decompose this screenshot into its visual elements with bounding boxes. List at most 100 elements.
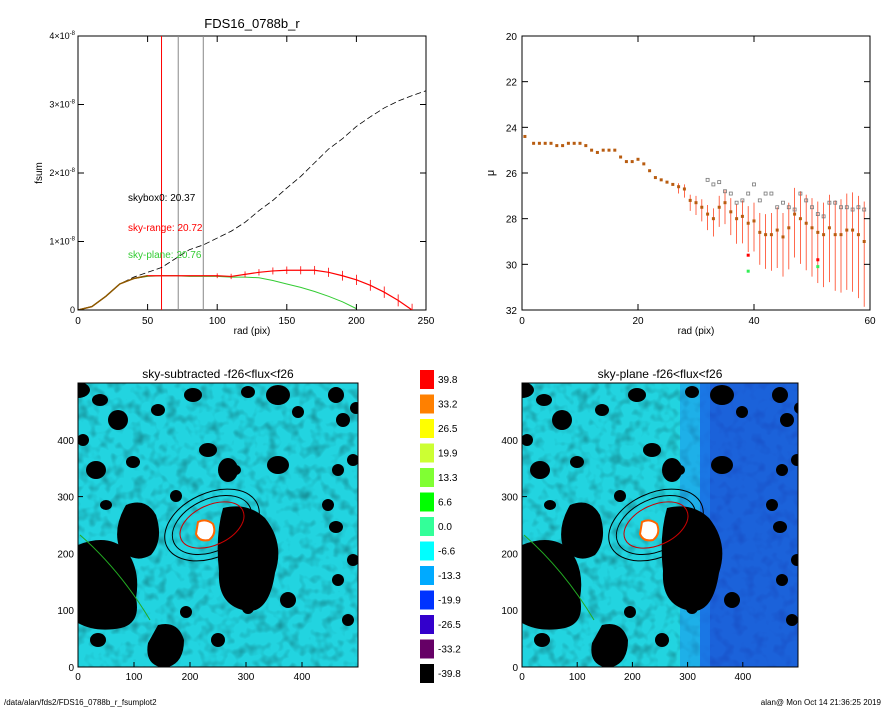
mask-blob	[218, 458, 238, 482]
mask-blob-large	[78, 540, 138, 630]
mu-point	[555, 144, 559, 148]
mask-blob	[267, 456, 289, 474]
colorbar-swatch	[420, 590, 434, 610]
mask-blob	[724, 592, 740, 608]
skybox-point	[723, 189, 727, 194]
sky-plane-masks	[522, 383, 798, 667]
sky-plane-y-ticks: 0 100 200 300 400	[501, 436, 527, 674]
mu-point	[566, 141, 570, 145]
sky-subtracted-ellipses	[79, 488, 260, 621]
y-tick-exponent: -8	[70, 168, 76, 174]
mu-point	[543, 141, 547, 145]
mask-blob	[624, 606, 636, 618]
colorbar-label: 39.8	[438, 375, 458, 386]
fsum-plot-marker-lines	[161, 36, 204, 310]
skybox-point	[717, 180, 722, 185]
skybox-point	[711, 182, 716, 187]
mask-blob	[780, 413, 794, 427]
mu-point	[595, 150, 599, 154]
mu-point	[642, 162, 646, 166]
colorbar-swatch	[420, 639, 434, 659]
y-tick-label: 22	[506, 78, 518, 89]
mu-point	[827, 226, 831, 230]
skybox-point	[781, 200, 785, 205]
mask-blob	[570, 456, 584, 468]
y-tick-label: 26	[506, 169, 518, 180]
colorbar-label: 0.0	[438, 522, 452, 533]
mask-blob	[544, 500, 556, 510]
colorbar-label: -13.3	[438, 571, 461, 582]
mask-blob	[92, 394, 108, 406]
mask-blob	[280, 592, 296, 608]
skybox-point	[763, 191, 768, 196]
y-tick-label: 0	[512, 663, 518, 674]
mu-plot-series	[523, 134, 867, 307]
mu-point	[624, 160, 628, 164]
colorbar-swatch	[420, 664, 434, 683]
sky-plane-image: sky-plane -f26<flux<f26 0 100 200 300 400 0 1…	[501, 367, 799, 683]
fsum-plot-frame	[77, 35, 427, 311]
y-tick-label: 400	[501, 436, 518, 447]
fsum-plot: FDS16_0788b_r 0 50 100 150 200 250 01×10-82×1…	[34, 16, 435, 337]
mu-point	[729, 210, 733, 214]
mask-blob-large	[661, 506, 723, 612]
mu-point	[781, 235, 785, 239]
x-tick-label: 400	[294, 672, 311, 683]
mask-blob	[241, 386, 255, 398]
x-tick-label: 60	[864, 316, 876, 327]
x-tick-label: 40	[748, 316, 760, 327]
skybox-point	[839, 205, 843, 210]
mask-blob	[522, 434, 533, 446]
skybox-point	[810, 205, 814, 210]
y-tick-label: 1×10-8	[49, 237, 75, 247]
x-tick-label: 250	[418, 316, 435, 327]
colorbar-swatch	[420, 517, 434, 536]
colorbar: 39.8 33.2 26.5 19.9 13.3 6.6 0.0 -6.6 -13.3 -19.9…	[420, 370, 461, 683]
mu-point	[758, 230, 762, 234]
x-tick-label: 200	[624, 672, 641, 683]
y-tick-label: 100	[501, 606, 518, 617]
mu-point	[711, 217, 715, 221]
mu-point	[740, 214, 744, 218]
x-tick-label: 0	[75, 316, 81, 327]
colorbar-label: -6.6	[438, 547, 456, 558]
mask-blob	[350, 402, 358, 414]
mask-blob	[791, 454, 798, 466]
sky-plane-frame	[521, 382, 799, 668]
colorbar-swatch	[420, 566, 434, 585]
skybox-point	[856, 205, 861, 210]
mask-blob	[199, 443, 217, 457]
mu-point	[700, 205, 704, 209]
mu-point	[601, 148, 605, 152]
mask-blob-large	[591, 624, 628, 667]
x-tick-label: 150	[278, 316, 295, 327]
mu-point	[572, 141, 576, 145]
y-tick-label: 3×10-8	[49, 100, 75, 110]
sky-subtracted-y-ticks: 0 100 200 300 400	[57, 436, 83, 674]
colorbar-swatch	[420, 468, 434, 487]
y-tick-label: 4×10-8	[49, 31, 75, 41]
x-tick-label: 0	[519, 316, 525, 327]
mu-point	[630, 160, 634, 164]
x-tick-label: 100	[569, 672, 586, 683]
mu-point	[648, 169, 652, 173]
mu-point	[752, 219, 756, 223]
mask-blob	[126, 456, 140, 468]
mu-point	[764, 233, 768, 237]
mu-point	[671, 182, 675, 186]
mask-blob	[100, 500, 112, 510]
x-tick-label: 100	[126, 672, 143, 683]
mu-point	[746, 221, 750, 225]
skybox-point	[734, 200, 739, 205]
colorbar-swatch	[420, 541, 434, 561]
y-tick-mantissa: 1×10	[49, 237, 69, 247]
mu-point	[665, 180, 669, 184]
mu-point	[851, 228, 855, 232]
mask-blob-large	[147, 624, 184, 667]
fsum-plot-title: FDS16_0788b_r	[204, 16, 300, 31]
mu-point	[839, 233, 843, 237]
mask-blob	[628, 388, 646, 402]
sky-plane-point	[816, 265, 820, 269]
y-tick-mantissa: 3×10	[49, 100, 69, 110]
mu-point	[584, 144, 588, 148]
